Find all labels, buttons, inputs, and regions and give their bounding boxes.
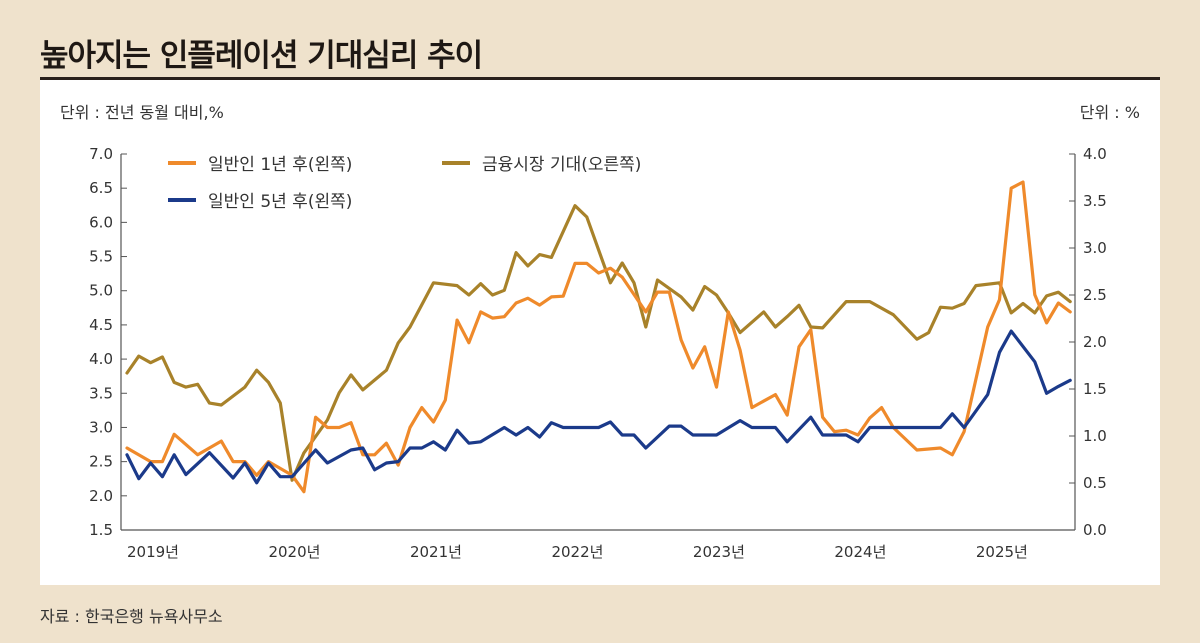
left-tick-label: 2.5 <box>89 453 113 471</box>
left-tick-label: 2.0 <box>89 487 113 505</box>
series-line-1yr <box>125 180 1072 494</box>
x-tick-label: 2021년 <box>410 543 462 561</box>
right-tick-label: 0.0 <box>1083 521 1107 539</box>
x-tick-label: 2019년 <box>127 543 179 561</box>
x-tick-label: 2025년 <box>976 543 1028 561</box>
left-tick-label: 3.5 <box>89 384 113 402</box>
source-note: 자료 : 한국은행 뉴욕사무소 <box>40 607 223 626</box>
right-unit-label: 단위 : % <box>1079 103 1140 122</box>
left-tick-label: 7.0 <box>89 145 113 163</box>
left-tick-label: 4.5 <box>89 316 113 334</box>
chart-title: 높아지는 인플레이션 기대심리 추이 <box>40 38 483 74</box>
right-tick-label: 3.5 <box>1083 192 1107 210</box>
series-line-5yr <box>125 329 1072 485</box>
right-tick-label: 1.0 <box>1083 427 1107 445</box>
left-tick-label: 5.0 <box>89 282 113 300</box>
legend-label-market: 금융시장 기대(오른쪽) <box>482 155 641 175</box>
right-tick-label: 3.0 <box>1083 239 1107 257</box>
series-lines <box>125 180 1072 494</box>
left-tick-label: 5.5 <box>89 248 113 266</box>
left-tick-label: 6.5 <box>89 179 113 197</box>
title-divider <box>40 77 1160 80</box>
right-tick-label: 0.5 <box>1083 474 1107 492</box>
x-tick-label: 2023년 <box>693 543 745 561</box>
left-tick-label: 1.5 <box>89 521 113 539</box>
axes: 1.5 2.0 2.5 3.0 3.5 4.0 4.5 5.0 5.5 6.0 6.5 7.0 0.0 0… <box>89 145 1107 561</box>
left-tick-label: 3.0 <box>89 418 113 436</box>
x-tick-label: 2022년 <box>551 543 603 561</box>
right-tick-label: 2.5 <box>1083 286 1107 304</box>
x-tick-label: 2020년 <box>268 543 320 561</box>
left-tick-label: 4.0 <box>89 350 113 368</box>
right-tick-label: 4.0 <box>1083 145 1107 163</box>
right-tick-label: 2.0 <box>1083 333 1107 351</box>
legend-label-5yr: 일반인 5년 후(왼쪽) <box>208 192 352 212</box>
chart-panel <box>40 80 1160 585</box>
legend: 일반인 1년 후(왼쪽) 금융시장 기대(오른쪽) 일반인 5년 후(왼쪽) <box>168 155 641 212</box>
x-tick-label: 2024년 <box>834 543 886 561</box>
right-tick-label: 1.5 <box>1083 380 1107 398</box>
series-line-market <box>125 204 1072 482</box>
legend-label-1yr: 일반인 1년 후(왼쪽) <box>208 155 352 175</box>
left-tick-label: 6.0 <box>89 213 113 231</box>
left-unit-label: 단위 : 전년 동월 대비,% <box>60 103 224 122</box>
